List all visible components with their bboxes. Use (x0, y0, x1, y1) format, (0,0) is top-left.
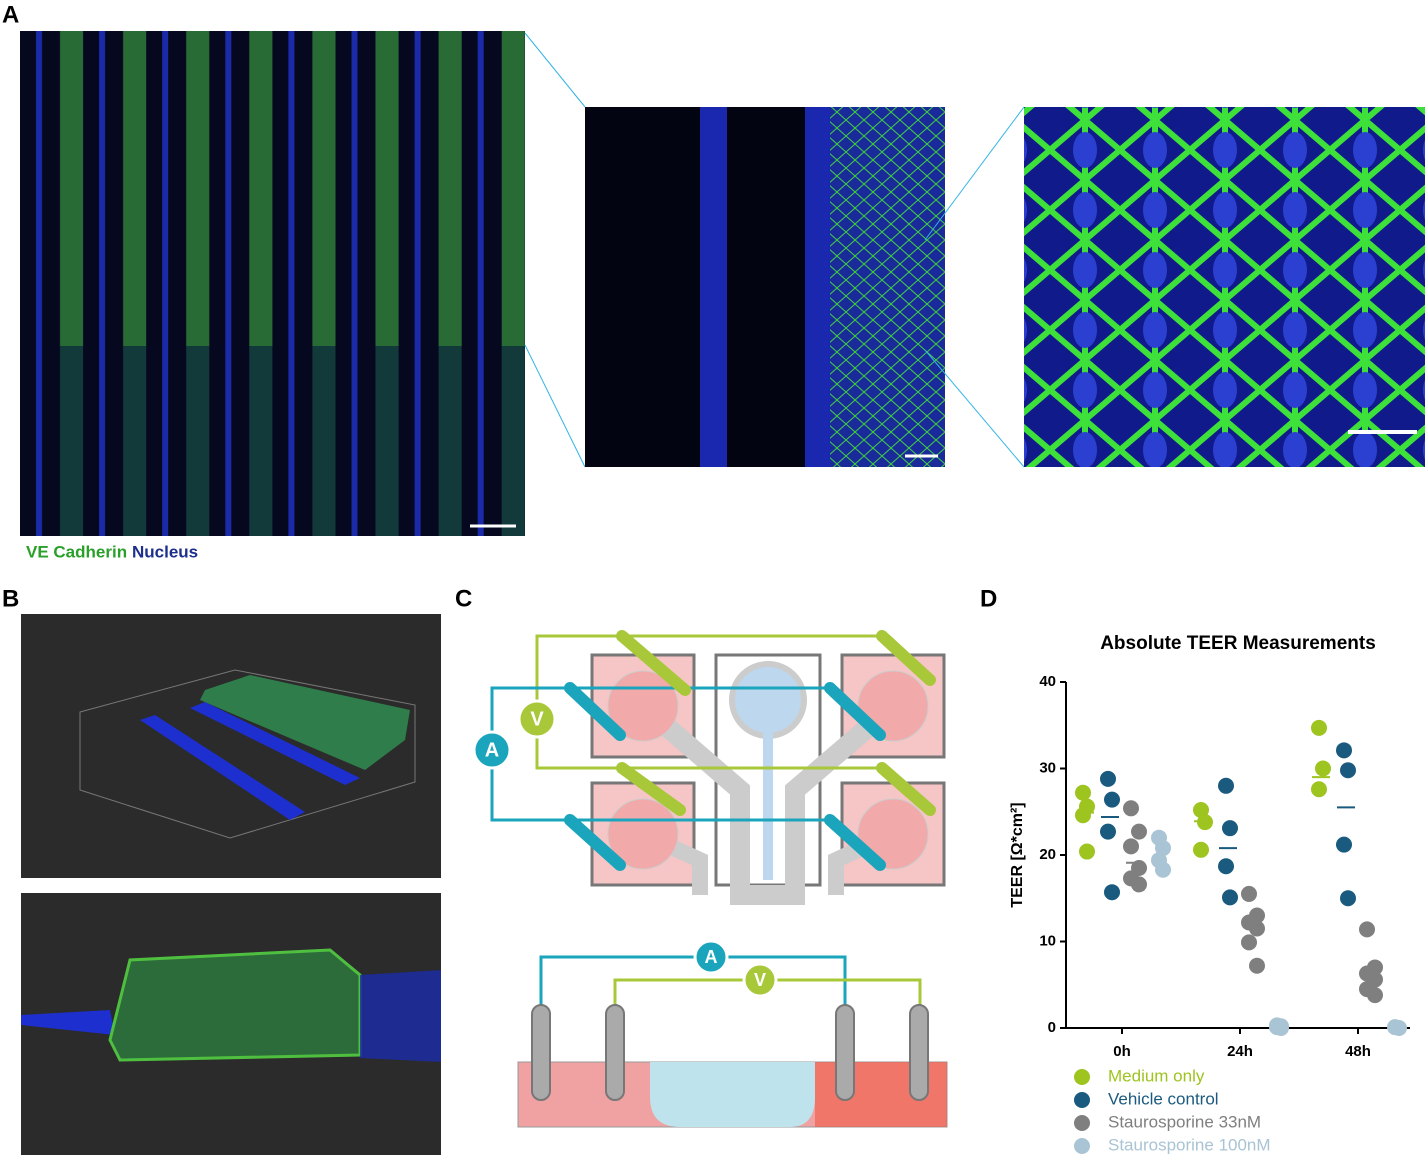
dot (1249, 957, 1265, 974)
dot (1311, 719, 1327, 736)
channel (360, 970, 441, 1062)
dot (1155, 861, 1171, 878)
channel (805, 107, 830, 467)
dot (1123, 800, 1139, 817)
zoom-line (524, 32, 586, 108)
legend-label: Staurosporine 33nM (1108, 1112, 1261, 1131)
legend-marker (1074, 1115, 1090, 1131)
dot (1218, 777, 1234, 794)
dot (1079, 843, 1095, 860)
y-tick-label: 0 (1048, 1019, 1056, 1036)
legend-marker (1074, 1138, 1090, 1154)
channel (21, 1010, 115, 1035)
cell-mesh (1024, 107, 1425, 467)
dot (1340, 890, 1356, 907)
panel-label: B (2, 585, 19, 612)
meter-label: V (530, 708, 544, 730)
well (857, 798, 929, 870)
meter-label: A (705, 947, 718, 967)
zoom-line (924, 349, 1025, 468)
well (607, 798, 679, 870)
cell-mesh (830, 107, 945, 467)
meter (693, 939, 729, 975)
dot (1222, 820, 1238, 837)
chart-title: Absolute TEER Measurements (1100, 633, 1376, 654)
dot (1391, 1020, 1407, 1036)
x-tick-label: 24h (1227, 1043, 1253, 1060)
dot (1075, 807, 1091, 824)
dot (1273, 1020, 1289, 1036)
dot (1359, 921, 1375, 938)
channel (190, 702, 360, 785)
stain-label: Nucleus (132, 542, 198, 561)
dot (1218, 858, 1234, 875)
dot (1100, 770, 1116, 787)
micrograph (20, 31, 525, 536)
dot (1100, 823, 1116, 840)
cell-layer (108, 948, 362, 1062)
stain-label: VE Cadherin (26, 542, 127, 561)
dot (1131, 823, 1147, 840)
meter (472, 730, 512, 770)
panel-label: C (455, 585, 472, 612)
dot (1131, 876, 1147, 893)
meter-label: V (754, 970, 766, 990)
legend-label: Staurosporine 100nM (1108, 1135, 1271, 1154)
y-tick-label: 30 (1039, 759, 1056, 776)
dot (1075, 784, 1091, 801)
panel-label: A (2, 1, 19, 28)
x-tick-label: 48h (1345, 1043, 1371, 1060)
meter (517, 699, 557, 739)
electrodes (531, 1004, 929, 1101)
dot (1241, 885, 1257, 902)
dot (1123, 838, 1139, 855)
cell-layer (200, 675, 410, 770)
dot (1336, 836, 1352, 853)
panel-label: D (980, 585, 997, 612)
channels (636, 698, 900, 905)
y-axis-label: TEER [Ω*cm²] (1009, 802, 1026, 907)
zoom-line (924, 106, 1025, 241)
dot (1222, 889, 1238, 906)
y-tick-label: 40 (1039, 673, 1056, 690)
dot (1311, 781, 1327, 798)
dot (1104, 884, 1120, 901)
dot (1104, 791, 1120, 808)
electrodes (564, 630, 936, 871)
dot (1367, 987, 1383, 1004)
spacer (541, 957, 920, 1010)
dot (1241, 934, 1257, 951)
dot (1249, 920, 1265, 937)
y-tick-label: 10 (1039, 932, 1056, 949)
channel (140, 715, 305, 820)
wire (539, 955, 847, 1010)
legend-label: Vehicle control (1108, 1089, 1219, 1108)
dot (1193, 802, 1209, 819)
dot (1340, 762, 1356, 779)
meter (742, 962, 778, 998)
box-outline (79, 669, 416, 839)
legend-label: Medium only (1108, 1066, 1205, 1085)
chart: 0 10 20 30 40 0h 24h 48h Medium only Vehicle cont… (1039, 673, 1410, 1154)
dot (1336, 742, 1352, 759)
meter-label: A (485, 739, 499, 761)
dot (1155, 840, 1171, 857)
y-tick-label: 20 (1039, 846, 1056, 863)
dot (1315, 760, 1331, 777)
legend-marker (1074, 1092, 1090, 1108)
channel (700, 107, 727, 467)
medium (650, 1062, 815, 1127)
zoom-line (524, 344, 586, 468)
dot (1193, 841, 1209, 858)
legend-marker (1074, 1069, 1090, 1085)
x-tick-label: 0h (1113, 1043, 1131, 1060)
